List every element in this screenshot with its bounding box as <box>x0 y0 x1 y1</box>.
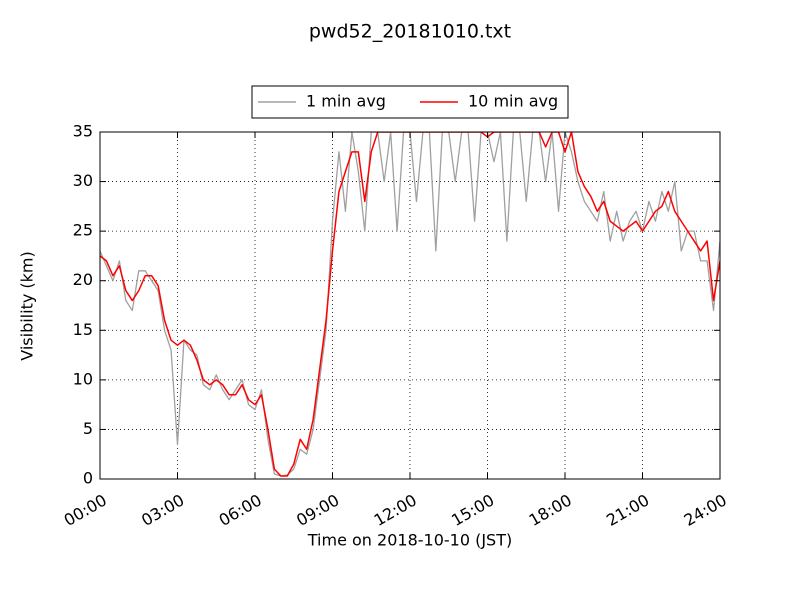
series-line <box>100 132 720 477</box>
legend-label: 1 min avg <box>306 92 386 111</box>
x-axis-label: Time on 2018-10-10 (JST) <box>307 531 512 550</box>
series-line <box>100 132 720 477</box>
y-tick-label: 0 <box>83 469 93 488</box>
y-tick-label: 30 <box>73 171 93 190</box>
y-tick-label: 5 <box>83 419 93 438</box>
plot-lines <box>100 132 720 477</box>
legend-label: 10 min avg <box>468 92 558 111</box>
legend-box <box>251 85 569 119</box>
legend: 1 min avg 10 min avg <box>251 85 569 119</box>
y-tick-label: 25 <box>73 221 93 240</box>
y-tick-label: 35 <box>73 122 93 141</box>
y-axis-label: Visibility (km) <box>18 251 37 360</box>
y-tick-label: 15 <box>73 320 93 339</box>
y-tick-label: 10 <box>73 369 93 388</box>
y-tick-label: 20 <box>73 270 93 289</box>
chart-title: pwd52_20181010.txt <box>309 21 511 43</box>
